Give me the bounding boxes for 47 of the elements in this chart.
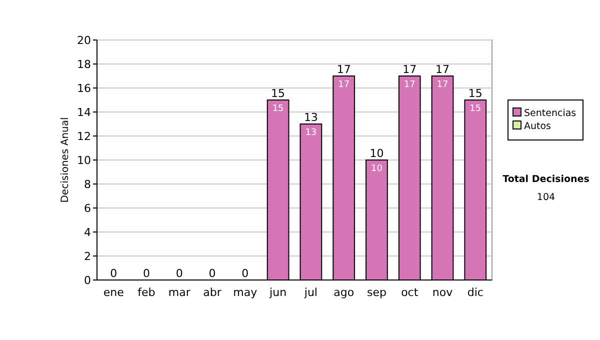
x-tick-label: jun [268,286,287,299]
y-tick-label: 6 [84,202,91,215]
data-label: 15 [272,104,284,114]
data-label: 17 [436,80,448,90]
x-tick-label: mar [168,286,191,299]
x-tick-label: feb [138,286,156,299]
data-label: 17 [404,80,416,90]
text: 104 [536,192,556,203]
y-tick-label: 0 [84,274,91,287]
data-label: 13 [305,128,317,138]
y-tick-label: 16 [77,82,91,95]
y-tick-label: 2 [84,250,91,263]
total-label: 13 [304,111,318,124]
total-label: 17 [436,63,450,76]
legend-label: Autos [524,121,552,132]
y-tick-label: 14 [77,106,91,119]
total-label: 15 [271,87,286,100]
total-label: 0 [242,267,249,280]
x-tick-label: oct [401,286,419,299]
x-tick-label: may [233,286,258,299]
data-label: 17 [338,80,350,90]
x-tick-label: jul [303,286,318,299]
total-label: 0 [176,267,183,280]
x-tick-label: nov [432,286,454,299]
total-label: 15 [468,87,482,100]
total-label: 17 [336,63,351,76]
x-tick-label: ene [103,286,124,299]
total-label: 10 [370,147,384,160]
y-tick-label: 4 [84,226,91,239]
y-tick-label: 18 [77,58,91,71]
total-label: 0 [208,267,216,280]
x-tick-label: sep [366,286,386,299]
x-tick-label: ago [334,286,354,299]
total-label: 0 [110,267,118,280]
y-axis-title: Decisiones Anual [60,117,71,203]
x-tick-label: abr [203,286,222,299]
y-tick-label: 8 [84,178,91,191]
data-label: 10 [370,164,383,174]
total-label: 0 [143,267,150,280]
y-tick-label: 12 [77,130,91,143]
data-label: 15 [470,104,482,114]
x-tick-label: dic [467,286,484,299]
legend-label: Sentencias [524,108,576,119]
y-tick-label: 20 [77,34,91,47]
text: Total Decisiones [502,174,590,185]
total-label: 17 [402,63,417,76]
y-tick-label: 10 [77,154,91,167]
